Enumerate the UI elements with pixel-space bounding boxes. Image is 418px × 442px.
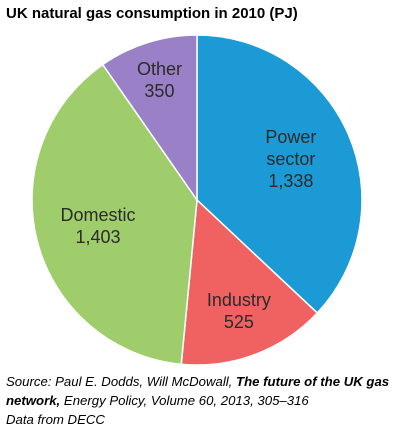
value-label: 350 [144, 81, 175, 102]
data-note: Data from DECC [6, 412, 105, 427]
slice-label: Industry 525 [184, 289, 294, 333]
chart-title: UK natural gas consumption in 2010 (PJ) [6, 5, 298, 22]
pie-slice [196, 34, 363, 315]
category-label: Domestic [60, 204, 136, 225]
category-label: Other [136, 59, 182, 80]
category-label: Industry [206, 290, 271, 311]
slice-label: Domestic 1,403 [43, 204, 153, 248]
source-title: The future of the UK gas network, [6, 374, 390, 408]
pie-slice [31, 63, 198, 366]
value-label: 525 [223, 312, 254, 333]
source-note: Source: Paul E. Dodds, Will McDowall, Th… [6, 372, 411, 429]
slice-label: Other 350 [104, 58, 214, 102]
pie-slice [180, 198, 319, 366]
pie-chart [31, 34, 363, 366]
source-suffix: Energy Policy, Volume 60, 2013, 305–316 [60, 393, 309, 408]
value-label: 1,403 [75, 226, 121, 247]
value-label: 1,338 [268, 171, 314, 192]
source-prefix: Source: Paul E. Dodds, Will McDowall, [6, 374, 237, 389]
pie-slice [101, 34, 198, 203]
slice-label: Power sector 1,338 [251, 126, 331, 192]
category-label: Power sector [265, 127, 317, 170]
